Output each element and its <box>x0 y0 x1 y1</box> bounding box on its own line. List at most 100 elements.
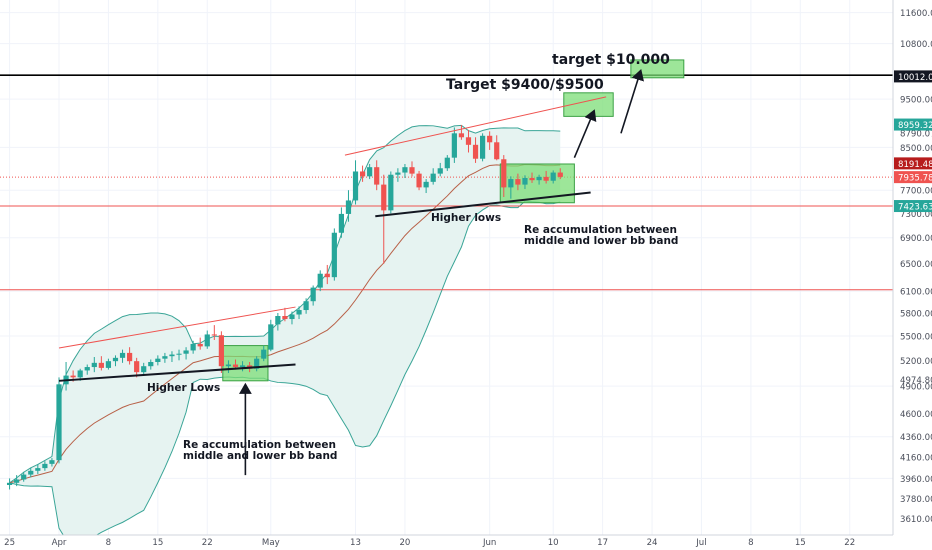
candle-body <box>6 482 13 486</box>
candle-body <box>28 470 34 475</box>
x-tick-label: Jul <box>695 538 706 548</box>
x-tick-label: 20 <box>399 538 410 548</box>
x-tick-label: 15 <box>152 538 163 548</box>
candle-body <box>529 177 535 181</box>
candle-body <box>352 171 359 201</box>
candle-body <box>303 301 309 311</box>
candle-body <box>112 357 119 362</box>
arrow-to-target-9400 <box>573 109 597 158</box>
price-label: 8191.48 <box>898 160 932 170</box>
y-tick-label: 8790.07 <box>900 129 932 139</box>
candle-body <box>232 364 239 368</box>
candles-layer <box>6 125 563 490</box>
price-label: 10012.06 <box>898 73 932 83</box>
candle-body <box>261 349 267 359</box>
price-label: 8959.32 <box>898 121 932 131</box>
candle-body <box>225 364 232 367</box>
x-tick-label: 22 <box>202 538 213 548</box>
candle-body <box>317 273 323 288</box>
time-axis-bg <box>0 535 932 550</box>
candle-body <box>197 343 203 347</box>
candle-body <box>508 179 514 188</box>
y-tick-label: 5500.00 <box>900 333 932 343</box>
candle-body <box>296 310 302 315</box>
target-box-10000 <box>630 59 685 79</box>
candle-body <box>155 358 161 363</box>
candle-body <box>204 334 210 347</box>
candle-body <box>480 135 486 159</box>
price-label-bg <box>894 157 932 170</box>
candle-body <box>388 174 394 211</box>
candle-body <box>515 179 521 185</box>
y-tick-label: 3610.00 <box>900 515 932 525</box>
candle-body <box>550 172 556 181</box>
x-tick-label: 15 <box>795 538 806 548</box>
candle-body <box>275 316 281 325</box>
bollinger-fill <box>9 125 561 542</box>
y-tick-label: 4160.00 <box>900 454 932 464</box>
y-tick-label: 7700.00 <box>900 187 932 197</box>
candle-body <box>487 135 493 143</box>
candle-body <box>359 171 366 177</box>
candle-body <box>423 181 429 188</box>
reacc-1-line-2: middle and lower bb band <box>183 450 337 462</box>
price-axis-bg <box>893 0 932 550</box>
x-tick-label: 24 <box>647 538 658 548</box>
y-tick-label: 5200.00 <box>900 357 932 367</box>
y-tick-label: 3960.00 <box>900 475 932 485</box>
candle-body <box>42 463 48 469</box>
time-axis[interactable]: 25 Apr 8 15 22 May 13 20 Jun 10 17 24 Jul 8 15 22 <box>0 534 932 550</box>
candle-body <box>501 159 507 188</box>
candle-body <box>21 474 27 480</box>
candle-body <box>127 352 133 362</box>
candle-body <box>119 352 126 358</box>
candle-body <box>282 316 288 320</box>
candle-body <box>437 168 443 174</box>
candle-body <box>543 176 549 181</box>
candle-body <box>367 167 373 177</box>
resistance-line-2 <box>344 96 607 156</box>
candle-body <box>162 356 168 359</box>
y-tick-label: 6500.00 <box>900 260 932 270</box>
x-tick-label: May <box>262 538 280 548</box>
candle-body <box>239 365 246 368</box>
x-tick-label: 10 <box>548 538 559 548</box>
y-tick-label: 4900.00 <box>900 383 932 393</box>
y-tick-label: 4600.00 <box>900 410 932 420</box>
price-label-bg <box>894 200 932 213</box>
y-tick-label: 3780.00 <box>900 495 932 505</box>
trend-drawings-layer <box>58 68 644 476</box>
y-tick-label: 11600.00 <box>900 9 932 19</box>
higher-lows-2-label: Higher lows <box>431 212 501 224</box>
x-tick-label: 8 <box>106 538 111 548</box>
x-tick-label: 13 <box>350 538 361 548</box>
candle-body <box>494 142 500 160</box>
candle-body <box>141 366 147 373</box>
candle-body <box>310 287 316 302</box>
candle-body <box>169 354 175 357</box>
candle-body <box>98 362 104 368</box>
price-axis[interactable]: 11600.0010800.0010040.7210012.069500.008… <box>892 0 932 550</box>
candle-body <box>190 343 196 351</box>
y-tick-label: 6100.00 <box>900 288 932 298</box>
candle-body <box>444 157 450 169</box>
candle-body <box>84 367 90 371</box>
candle-body <box>218 335 224 367</box>
arrow-to-target-10000 <box>620 68 644 134</box>
higher-lows-line-1 <box>58 363 296 382</box>
x-tick-label: 8 <box>748 538 753 548</box>
price-label: 7423.63 <box>898 203 932 213</box>
x-tick-label: 17 <box>597 538 608 548</box>
reacc-2-line-1: Re accumulation between <box>524 224 677 236</box>
candle-body <box>324 273 330 278</box>
candle-body <box>451 133 457 158</box>
candle-body <box>338 213 344 233</box>
candle-body <box>409 167 415 174</box>
bollinger-band-layer <box>9 124 561 542</box>
candle-body <box>77 370 83 378</box>
candle-body <box>254 358 260 369</box>
price-label: 7935.78 <box>898 174 932 184</box>
candle-body <box>536 176 542 181</box>
candle-body <box>472 144 479 159</box>
